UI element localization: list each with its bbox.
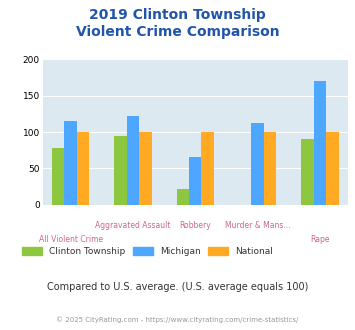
Bar [301, 139, 313, 205]
Bar [326, 132, 339, 205]
Bar [64, 121, 77, 205]
Text: Murder & Mans...: Murder & Mans... [225, 221, 290, 230]
Bar [202, 132, 214, 205]
Legend: Clinton Township, Michigan, National: Clinton Township, Michigan, National [19, 243, 277, 259]
Bar [251, 123, 264, 205]
Text: © 2025 CityRating.com - https://www.cityrating.com/crime-statistics/: © 2025 CityRating.com - https://www.city… [56, 317, 299, 323]
Text: All Violent Crime: All Violent Crime [39, 235, 103, 244]
Text: Compared to U.S. average. (U.S. average equals 100): Compared to U.S. average. (U.S. average … [47, 282, 308, 292]
Bar [176, 189, 189, 205]
Bar [52, 148, 64, 205]
Bar [313, 81, 326, 205]
Text: Aggravated Assault: Aggravated Assault [95, 221, 171, 230]
Bar [114, 136, 127, 205]
Bar [139, 132, 152, 205]
Text: 2019 Clinton Township: 2019 Clinton Township [89, 8, 266, 22]
Text: Rape: Rape [310, 235, 329, 244]
Bar [189, 157, 202, 205]
Bar [264, 132, 276, 205]
Text: Robbery: Robbery [179, 221, 211, 230]
Bar [77, 132, 89, 205]
Bar [127, 116, 139, 205]
Text: Violent Crime Comparison: Violent Crime Comparison [76, 25, 279, 39]
